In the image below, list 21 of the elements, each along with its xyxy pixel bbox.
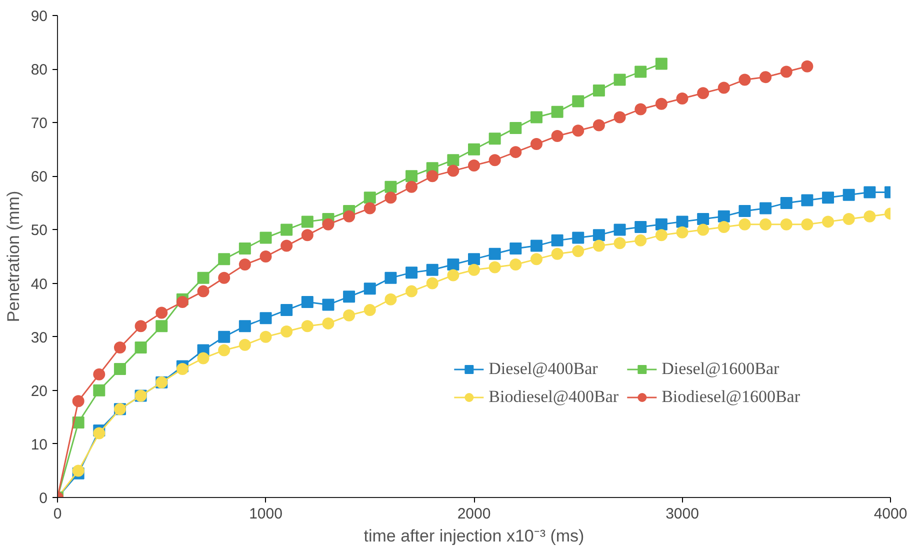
x-tick-label: 2000 (457, 506, 491, 522)
legend-label: Diesel@400Bar (488, 359, 598, 379)
x-axis-title: time after injection x10⁻³ (ms) (364, 526, 584, 546)
x-tick-label: 0 (53, 506, 62, 522)
y-tick-label: 20 (30, 382, 48, 400)
y-tick-label: 90 (30, 8, 48, 25)
x-tick-label: 4000 (874, 506, 908, 522)
y-tick-label: 60 (30, 168, 48, 186)
y-axis-title: Penetration (mm) (4, 190, 23, 322)
legend-label: Biodiesel@1600Bar (662, 387, 800, 407)
legend-label: Biodiesel@400Bar (488, 387, 619, 407)
y-tick-label: 10 (30, 436, 48, 454)
y-tick-label: 30 (30, 329, 48, 346)
y-tick-label: 40 (30, 276, 48, 293)
y-tick-label: 50 (30, 222, 48, 240)
y-tick-label: 0 (39, 490, 48, 507)
x-tick-label: 1000 (249, 506, 282, 522)
y-tick-label: 80 (30, 62, 48, 79)
x-tick-label: 3000 (666, 506, 699, 522)
y-tick-label: 70 (30, 115, 48, 132)
legend-label: Diesel@1600Bar (662, 359, 780, 379)
